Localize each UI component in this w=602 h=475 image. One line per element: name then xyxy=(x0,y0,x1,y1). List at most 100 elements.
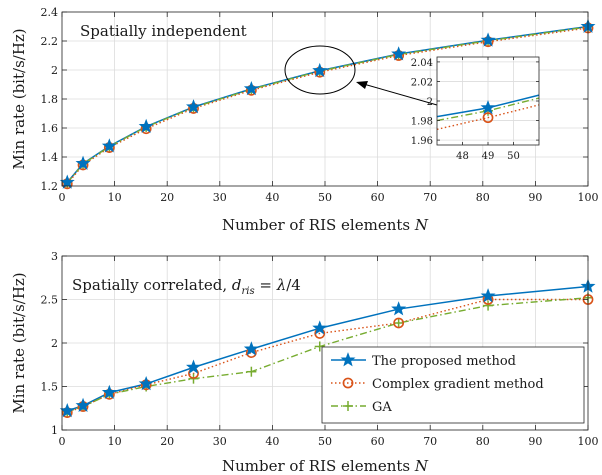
bottom-point-ga xyxy=(483,300,494,311)
inset-series-line-ga xyxy=(436,97,540,122)
bottom-y-tick-label: 1 xyxy=(51,424,58,437)
zoom-inset: 48 49 50 1.96 1.98 2 2.02 2.04 xyxy=(411,56,540,162)
legend: The proposed method Complex gradient meth… xyxy=(321,346,585,424)
bottom-x-tick-label: 70 xyxy=(423,435,437,448)
top-y-axis-label: Min rate (bit/s/Hz) xyxy=(10,28,28,169)
bottom-series-line-proposed xyxy=(67,285,589,412)
inset-y-tick-label: 2 xyxy=(427,97,433,108)
legend-label-complex_gradient: Complex gradient method xyxy=(372,377,544,392)
inset-tick-labels: 48 49 50 1.96 1.98 2 2.02 2.04 xyxy=(411,58,520,162)
top-x-tick-label: 50 xyxy=(318,191,332,204)
inset-series-line-complex_gradient xyxy=(436,104,540,131)
bottom-y-tick-label: 2.5 xyxy=(41,294,59,307)
top-x-axis-label: Number of RIS elements N xyxy=(222,216,429,234)
bottom-point-proposed xyxy=(101,384,117,399)
top-x-tick-label: 10 xyxy=(108,191,122,204)
top-series-line-complex_gradient xyxy=(66,27,589,185)
legend-marker-ga xyxy=(343,401,353,411)
bottom-x-tick-label: 60 xyxy=(371,435,385,448)
top-series-layer xyxy=(59,18,596,190)
top-chart-panel: 0 10 20 30 40 50 60 70 80 90 100 1.2 1.4 1.6 1.8 2 2.2 2.… xyxy=(10,6,599,234)
inset-series-layer xyxy=(436,94,540,131)
top-x-tick-label: 20 xyxy=(160,191,174,204)
top-tick-labels: 0 10 20 30 40 50 60 70 80 90 100 1.2 1.4 1.6 1.8 2 2.2 2.… xyxy=(41,6,599,204)
bottom-x-tick-label: 20 xyxy=(160,435,174,448)
zoom-ellipse xyxy=(284,45,356,95)
top-x-tick-label: 70 xyxy=(423,191,437,204)
bottom-point-proposed xyxy=(312,320,328,335)
top-panel-title: Spatially independent xyxy=(80,22,247,40)
legend-marker-complex_gradient xyxy=(342,377,354,389)
inset-x-tick-label: 49 xyxy=(482,151,495,162)
inset-y-tick-label: 2.04 xyxy=(411,58,433,69)
inset-grid xyxy=(437,57,539,145)
bottom-point-proposed xyxy=(243,341,259,356)
legend-item-ga: GA xyxy=(331,400,392,415)
bottom-x-axis-label: Number of RIS elements N xyxy=(222,457,429,475)
bottom-point-ga xyxy=(393,317,404,328)
bottom-tick-labels: 0 10 20 30 40 50 60 70 80 90 100 1 1.5 2 2.5 3 xyxy=(41,250,599,448)
top-y-tick-label: 1.8 xyxy=(41,93,59,106)
bottom-panel-title: Spatially correlated, dris = λ/4 xyxy=(72,276,301,297)
inset-point-proposed xyxy=(480,99,496,115)
bottom-point-proposed xyxy=(138,376,154,391)
bottom-x-tick-label: 90 xyxy=(528,435,542,448)
top-x-tick-label: 100 xyxy=(578,191,599,204)
bottom-x-tick-label: 10 xyxy=(108,435,122,448)
inset-y-tick-label: 2.02 xyxy=(411,77,433,88)
bottom-x-tick-label: 40 xyxy=(265,435,279,448)
bottom-point-proposed xyxy=(186,359,201,374)
bottom-y-tick-label: 2 xyxy=(51,337,58,350)
inset-x-tick-label: 50 xyxy=(507,151,520,162)
inset-tick-marks xyxy=(437,57,539,145)
bottom-x-tick-label: 100 xyxy=(578,435,599,448)
top-point-proposed xyxy=(243,80,259,96)
bottom-x-tick-label: 80 xyxy=(476,435,490,448)
top-x-tick-label: 80 xyxy=(476,191,490,204)
legend-marker-proposed xyxy=(340,352,356,367)
bottom-point-complex_gradient xyxy=(393,317,405,329)
top-y-tick-label: 1.6 xyxy=(41,122,59,135)
top-series-line-ga xyxy=(66,26,589,184)
legend-label-proposed: The proposed method xyxy=(372,354,516,369)
bottom-point-proposed xyxy=(75,397,91,412)
bottom-y-axis-label: Min rate (bit/s/Hz) xyxy=(10,272,28,413)
top-x-tick-label: 0 xyxy=(59,191,66,204)
bottom-x-tick-label: 30 xyxy=(213,435,227,448)
bottom-tick-marks xyxy=(61,255,589,431)
top-y-tick-label: 1.2 xyxy=(41,180,59,193)
bottom-x-tick-label: 50 xyxy=(318,435,332,448)
top-y-tick-label: 1.4 xyxy=(41,151,59,164)
inset-point-complex_gradient xyxy=(482,112,494,124)
top-point-proposed xyxy=(391,46,407,61)
top-point-proposed xyxy=(186,99,201,114)
legend-item-complex_gradient: Complex gradient method xyxy=(331,377,544,392)
zoom-arrow-line xyxy=(359,82,438,106)
bottom-point-proposed xyxy=(391,301,407,316)
zoom-arrow-head xyxy=(356,81,368,89)
top-tick-marks xyxy=(61,11,589,187)
top-point-proposed xyxy=(75,155,91,170)
bottom-point-ga xyxy=(246,366,257,377)
top-x-tick-label: 90 xyxy=(528,191,542,204)
bottom-y-tick-label: 3 xyxy=(51,250,58,263)
legend-items: The proposed method Complex gradient meth… xyxy=(331,352,544,415)
top-x-tick-label: 40 xyxy=(265,191,279,204)
top-point-proposed xyxy=(101,138,117,153)
bottom-y-tick-label: 1.5 xyxy=(41,381,59,394)
legend-item-proposed: The proposed method xyxy=(331,352,516,369)
bottom-chart-panel: 0 10 20 30 40 50 60 70 80 90 100 1 1.5 2 2.5 3 Spatiall… xyxy=(10,250,599,475)
inset-y-tick-label: 1.98 xyxy=(411,117,433,128)
inset-y-tick-label: 1.96 xyxy=(411,136,433,147)
top-y-tick-label: 2.2 xyxy=(41,35,59,48)
top-y-tick-label: 2 xyxy=(51,64,58,77)
top-point-proposed xyxy=(480,32,496,47)
top-point-proposed xyxy=(312,62,328,78)
top-x-tick-label: 30 xyxy=(213,191,227,204)
inset-x-tick-label: 48 xyxy=(456,151,469,162)
top-y-tick-label: 2.4 xyxy=(41,6,59,19)
top-point-proposed xyxy=(138,118,154,133)
legend-label-ga: GA xyxy=(372,400,392,415)
bottom-series-line-ga xyxy=(67,297,589,413)
